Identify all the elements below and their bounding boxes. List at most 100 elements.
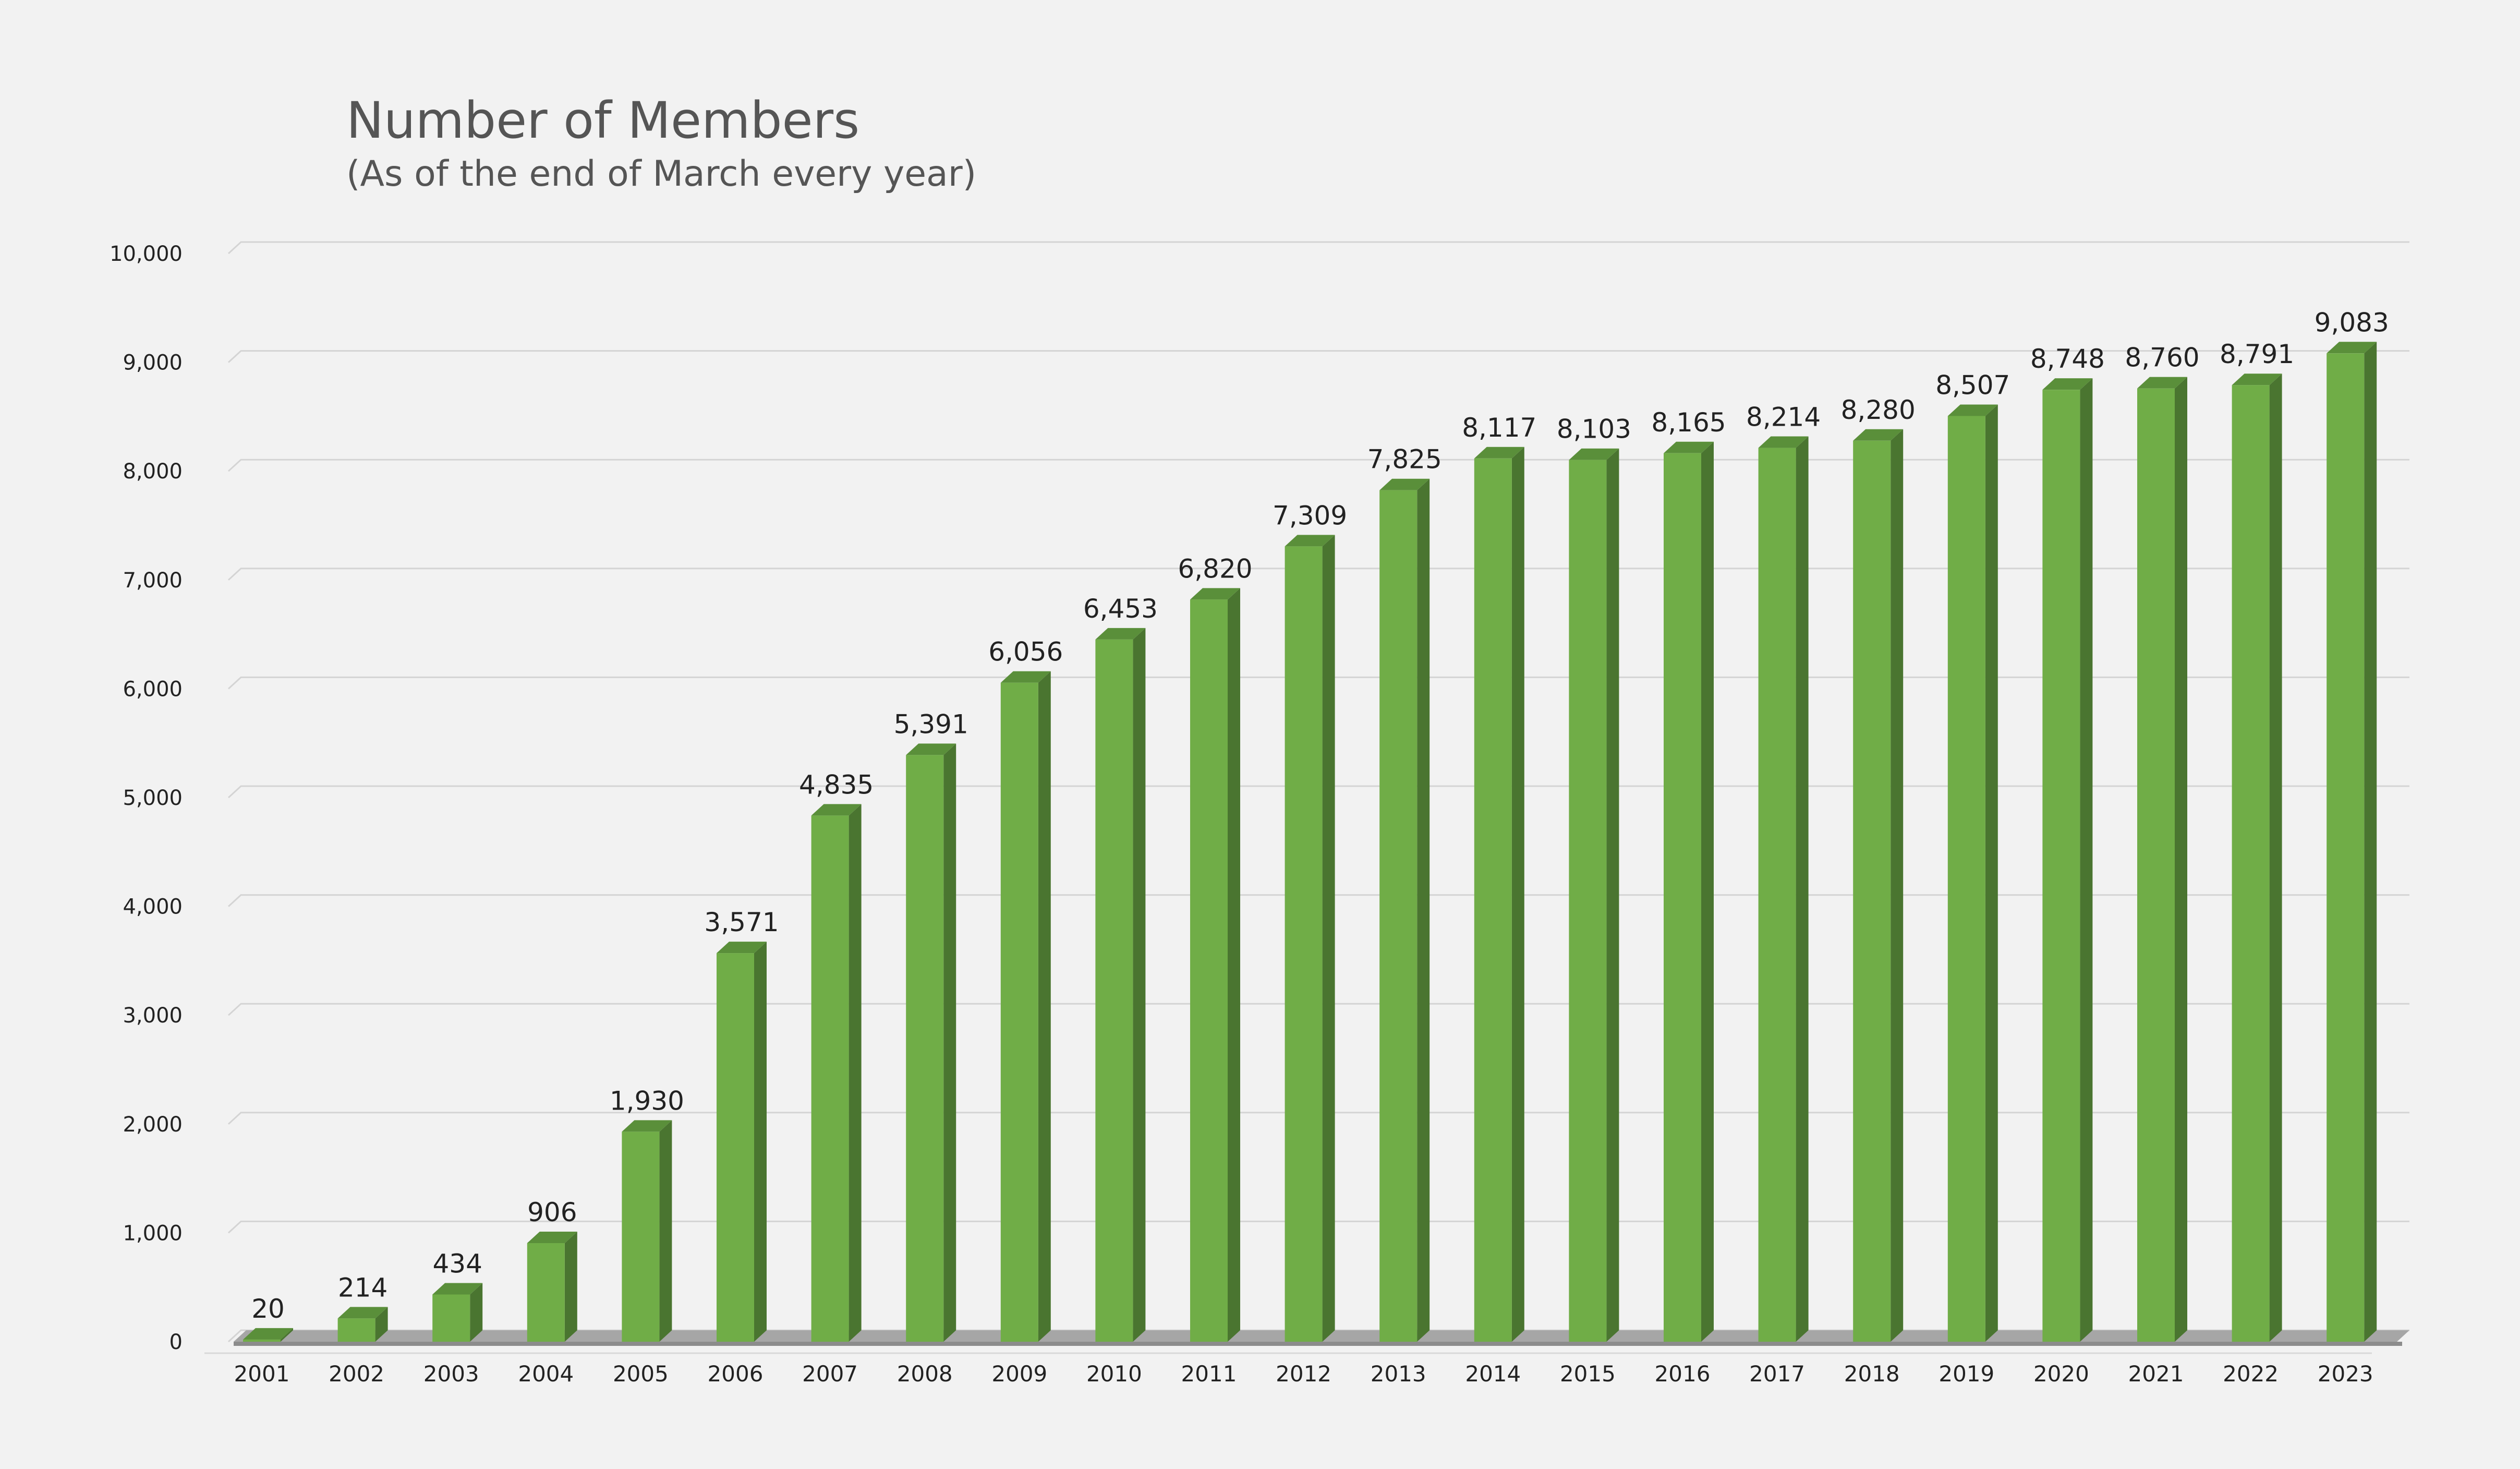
bar-front — [527, 1243, 565, 1342]
bar-side — [659, 1120, 672, 1342]
gridlines — [227, 241, 2409, 1343]
bar-2023 — [2327, 342, 2377, 1342]
bar-front — [1569, 460, 1607, 1342]
y-tick-label: 0 — [169, 1330, 183, 1354]
x-tick-label-2008: 2008 — [897, 1361, 953, 1387]
data-label-2009: 6,056 — [988, 637, 1063, 667]
data-label-2017: 8,214 — [1746, 402, 1821, 432]
x-axis-ticks: 2001 2002 2003 2004 2005 2006 2007 2008 2009 2010… — [234, 1361, 2373, 1387]
bar-front — [337, 1318, 375, 1342]
chart-title: Number of Members — [346, 91, 859, 150]
bar-2020 — [2042, 378, 2093, 1342]
bar-front — [622, 1131, 660, 1342]
bar-2006 — [717, 942, 767, 1342]
bar-top — [2137, 377, 2187, 389]
bar-front — [1853, 440, 1891, 1342]
bar-top — [243, 1328, 293, 1340]
x-tick-label-2016: 2016 — [1655, 1361, 1711, 1387]
data-label-2004: 906 — [527, 1197, 577, 1227]
data-label-2015: 8,103 — [1557, 414, 1631, 444]
bar-side — [281, 1328, 293, 1342]
bar-side — [2364, 342, 2377, 1342]
bar-front — [1758, 448, 1796, 1342]
bar-2015 — [1569, 448, 1619, 1342]
bar-side — [1796, 436, 1809, 1342]
y-tick-label: 5,000 — [123, 786, 183, 810]
data-label-2021: 8,760 — [2125, 343, 2199, 373]
bars — [243, 342, 2377, 1342]
data-label-2002: 214 — [338, 1272, 387, 1303]
x-tick-label-2019: 2019 — [1939, 1361, 1994, 1387]
bar-side — [1891, 429, 1904, 1342]
bar-2018 — [1853, 429, 1904, 1342]
bar-2011 — [1190, 588, 1240, 1342]
bar-top — [2232, 374, 2282, 386]
bar-side — [2269, 374, 2282, 1342]
bar-front — [1664, 453, 1701, 1342]
bar-side — [1417, 478, 1430, 1342]
bar-side — [2080, 378, 2093, 1342]
bar-2021 — [2137, 377, 2187, 1342]
x-tick-label-2020: 2020 — [2033, 1361, 2089, 1387]
bar-2007 — [811, 804, 862, 1342]
x-tick-label-2009: 2009 — [991, 1361, 1047, 1387]
bar-front — [1947, 416, 1985, 1342]
bar-top — [1947, 404, 1998, 416]
x-tick-label-2015: 2015 — [1560, 1361, 1616, 1387]
bar-2008 — [906, 743, 956, 1342]
y-tick-label: 9,000 — [123, 351, 183, 375]
bar-front — [1000, 682, 1038, 1342]
bar-side — [1322, 535, 1335, 1342]
bar-side — [1228, 588, 1240, 1342]
bar-top — [2042, 378, 2093, 390]
bar-front — [906, 755, 944, 1342]
data-label-2003: 434 — [432, 1248, 482, 1279]
y-tick-label: 6,000 — [123, 677, 183, 701]
bar-top — [1379, 478, 1430, 490]
bar-top — [811, 804, 862, 816]
data-label-2007: 4,835 — [799, 769, 874, 800]
bar-top — [432, 1283, 483, 1295]
chart-subtitle: (As of the end of March every year) — [346, 153, 976, 195]
x-tick-label-2023: 2023 — [2318, 1361, 2373, 1387]
bar-front — [1285, 546, 1323, 1342]
x-tick-label-2005: 2005 — [613, 1361, 669, 1387]
bar-2016 — [1664, 441, 1714, 1342]
bar-2005 — [622, 1120, 672, 1342]
bar-top — [1758, 436, 1809, 448]
bar-2002 — [337, 1307, 388, 1342]
x-tick-label-2006: 2006 — [708, 1361, 764, 1387]
bar-side — [470, 1283, 483, 1342]
data-label-2001: 20 — [251, 1294, 285, 1324]
bar-top — [527, 1232, 577, 1244]
bar-front — [717, 953, 754, 1342]
x-tick-label-2004: 2004 — [518, 1361, 574, 1387]
data-label-2016: 8,165 — [1651, 407, 1726, 438]
bar-front — [1190, 599, 1228, 1342]
y-tick-label: 3,000 — [123, 1004, 183, 1028]
bar-top — [1664, 441, 1714, 453]
data-label-2006: 3,571 — [704, 907, 779, 937]
x-tick-label-2002: 2002 — [329, 1361, 384, 1387]
floor-front — [234, 1342, 2402, 1346]
x-tick-label-2018: 2018 — [1844, 1361, 1900, 1387]
bar-top — [1569, 448, 1619, 460]
y-tick-label: 10,000 — [110, 242, 183, 266]
data-label-2020: 8,748 — [2030, 344, 2105, 374]
x-tick-label-2007: 2007 — [802, 1361, 858, 1387]
bar-2014 — [1474, 447, 1524, 1342]
y-tick-label: 8,000 — [123, 460, 183, 484]
gridline-10000 — [227, 241, 2409, 255]
data-label-2008: 5,391 — [894, 709, 968, 739]
bar-side — [1511, 447, 1524, 1342]
bar-2022 — [2232, 374, 2282, 1342]
data-label-2019: 8,507 — [1935, 370, 2010, 400]
data-label-2011: 6,820 — [1178, 553, 1252, 584]
bar-top — [1000, 671, 1051, 683]
data-label-2013: 7,825 — [1367, 444, 1442, 475]
bar-top — [337, 1307, 388, 1319]
y-tick-label: 1,000 — [123, 1221, 183, 1245]
bar-side — [1985, 404, 1998, 1342]
bar-side — [849, 804, 862, 1342]
y-tick-label: 2,000 — [123, 1113, 183, 1137]
